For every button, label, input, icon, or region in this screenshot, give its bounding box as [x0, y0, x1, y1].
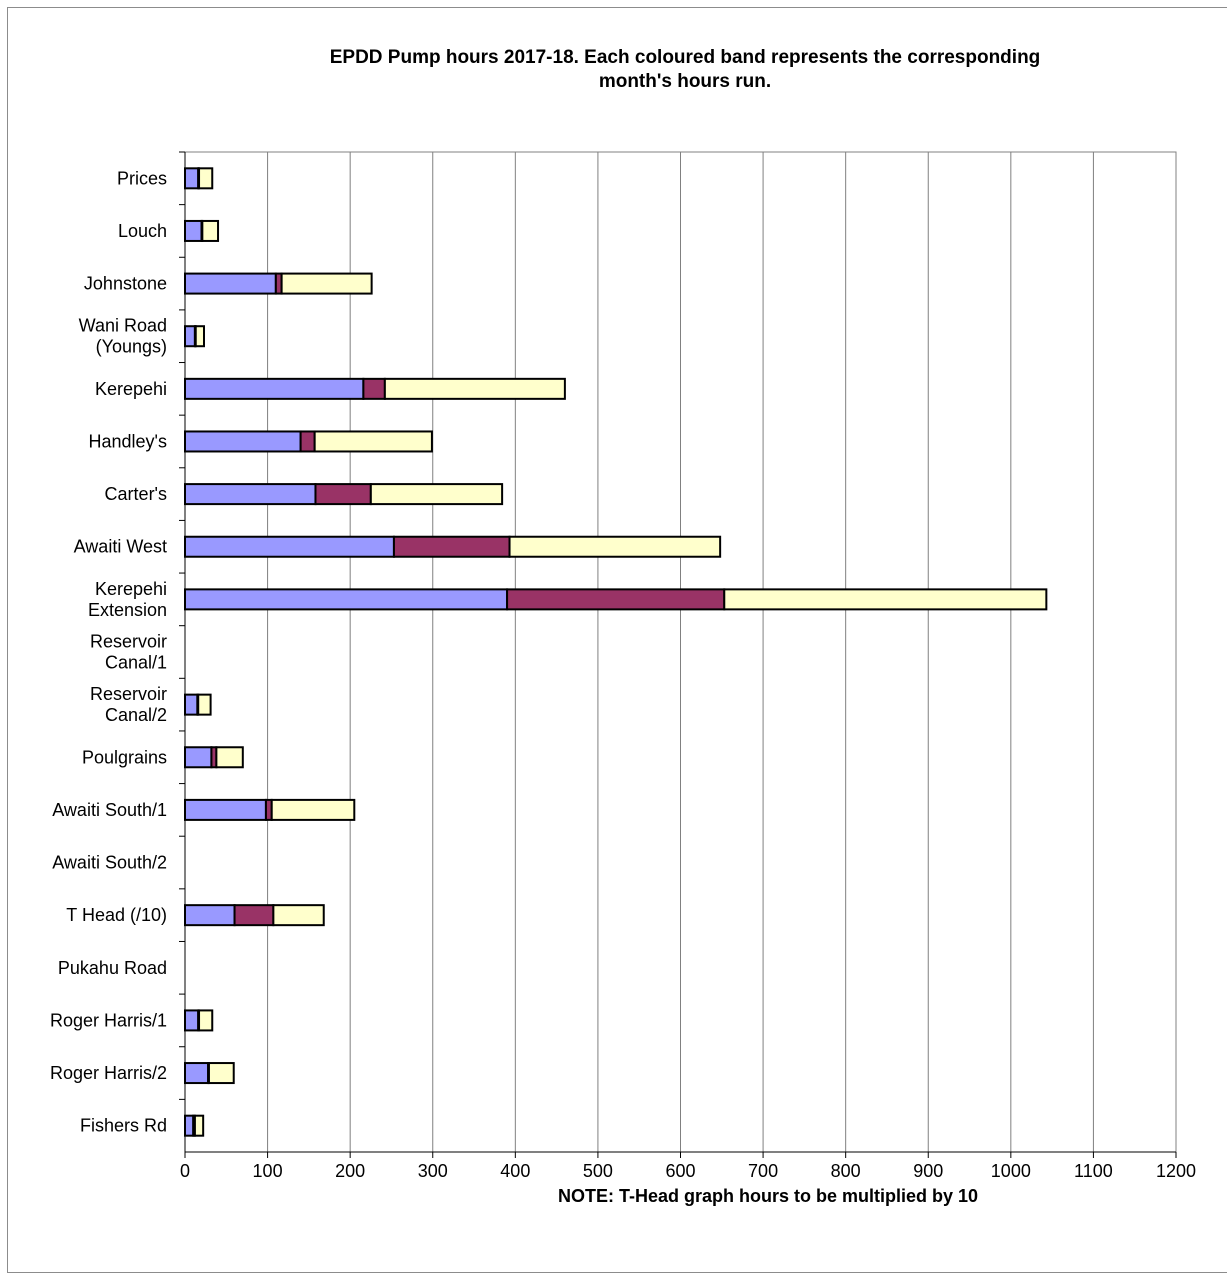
x-tick-label: 200: [335, 1161, 365, 1181]
x-tick-label: 0: [180, 1161, 190, 1181]
bar-segment: [184, 693, 199, 716]
category-label: Louch: [118, 221, 167, 241]
bar-segment: [369, 483, 504, 506]
category-label: Johnstone: [84, 274, 167, 294]
bar-segment: [314, 483, 372, 506]
x-tick-label: 1200: [1156, 1161, 1196, 1181]
bar-segment: [184, 483, 317, 506]
x-tick-label: 600: [665, 1161, 695, 1181]
gridlines: [184, 151, 1177, 1153]
bar-segment: [508, 535, 722, 558]
bar-segment: [272, 904, 325, 927]
category-label: Prices: [117, 168, 167, 188]
category-label: Wani Road (Youngs): [79, 316, 167, 357]
x-tick-label: 900: [913, 1161, 943, 1181]
category-label: Handley's: [89, 431, 167, 451]
category-label: Roger Harris/1: [50, 1010, 167, 1030]
bar-segment: [184, 272, 277, 295]
category-label: Reservoir Canal/1: [90, 632, 167, 673]
bar-segment: [280, 272, 373, 295]
bar-segment: [184, 746, 213, 769]
chart-title: EPDD Pump hours 2017-18. Each coloured b…: [329, 47, 1041, 92]
bar-segment: [233, 904, 275, 927]
x-tick-label: 800: [831, 1161, 861, 1181]
x-tick-label: 400: [500, 1161, 530, 1181]
category-label: Roger Harris/2: [50, 1063, 167, 1083]
bar-segment: [184, 430, 302, 453]
axes: 0 100 200 300 400 500 600 700 800 900 1000 1100 1200…: [50, 151, 1196, 1181]
bar-segment: [184, 1009, 200, 1032]
bar-segment: [723, 588, 1048, 611]
category-label: Carter's: [105, 484, 167, 504]
x-axis-note: NOTE: T-Head graph hours to be multiplie…: [558, 1186, 978, 1206]
category-label: Poulgrains: [82, 747, 167, 767]
x-tick-label: 300: [418, 1161, 448, 1181]
bar-segment: [184, 1114, 195, 1137]
category-label: T Head (/10): [66, 905, 167, 925]
bar-segment: [198, 1009, 214, 1032]
category-label: Kerepehi Extension: [88, 579, 167, 620]
category-label: Reservoir Canal/2: [90, 684, 167, 725]
bar-segment: [383, 377, 566, 400]
x-tick-label: 100: [253, 1161, 283, 1181]
bar-segment: [184, 798, 267, 821]
bar-segment: [392, 535, 511, 558]
bar-segment: [299, 430, 316, 453]
bar-segment: [313, 430, 433, 453]
category-label: Fishers Rd: [80, 1116, 167, 1136]
bar-segment: [184, 904, 236, 927]
bar-segment: [362, 377, 386, 400]
category-label: Awaiti West: [74, 537, 167, 557]
bar-segment: [184, 588, 509, 611]
bar-segment: [184, 167, 200, 190]
bar-segment: [215, 746, 244, 769]
bar-segment: [270, 798, 356, 821]
bar-segment: [201, 219, 220, 242]
bar-segment: [184, 535, 395, 558]
bar-segment: [193, 1114, 205, 1137]
bars: [184, 167, 1048, 1137]
category-label: Awaiti South/2: [52, 853, 167, 873]
category-label: Pukahu Road: [58, 958, 167, 978]
bar-segment: [197, 693, 212, 716]
x-tick-label: 1000: [991, 1161, 1031, 1181]
bar-segment: [207, 1062, 235, 1085]
bar-segment: [184, 219, 203, 242]
bar-segment: [184, 325, 196, 348]
x-tick-label: 700: [748, 1161, 778, 1181]
bar-segment: [184, 377, 365, 400]
bar-segment: [506, 588, 726, 611]
bar-segment: [198, 167, 214, 190]
category-label: Kerepehi: [95, 379, 167, 399]
chart-frame: [7, 7, 1227, 1273]
x-tick-label: 1100: [1074, 1161, 1113, 1181]
bar-segment: [194, 325, 205, 348]
category-label: Awaiti South/1: [52, 800, 167, 820]
x-tick-label: 500: [583, 1161, 613, 1181]
bar-segment: [184, 1062, 210, 1085]
